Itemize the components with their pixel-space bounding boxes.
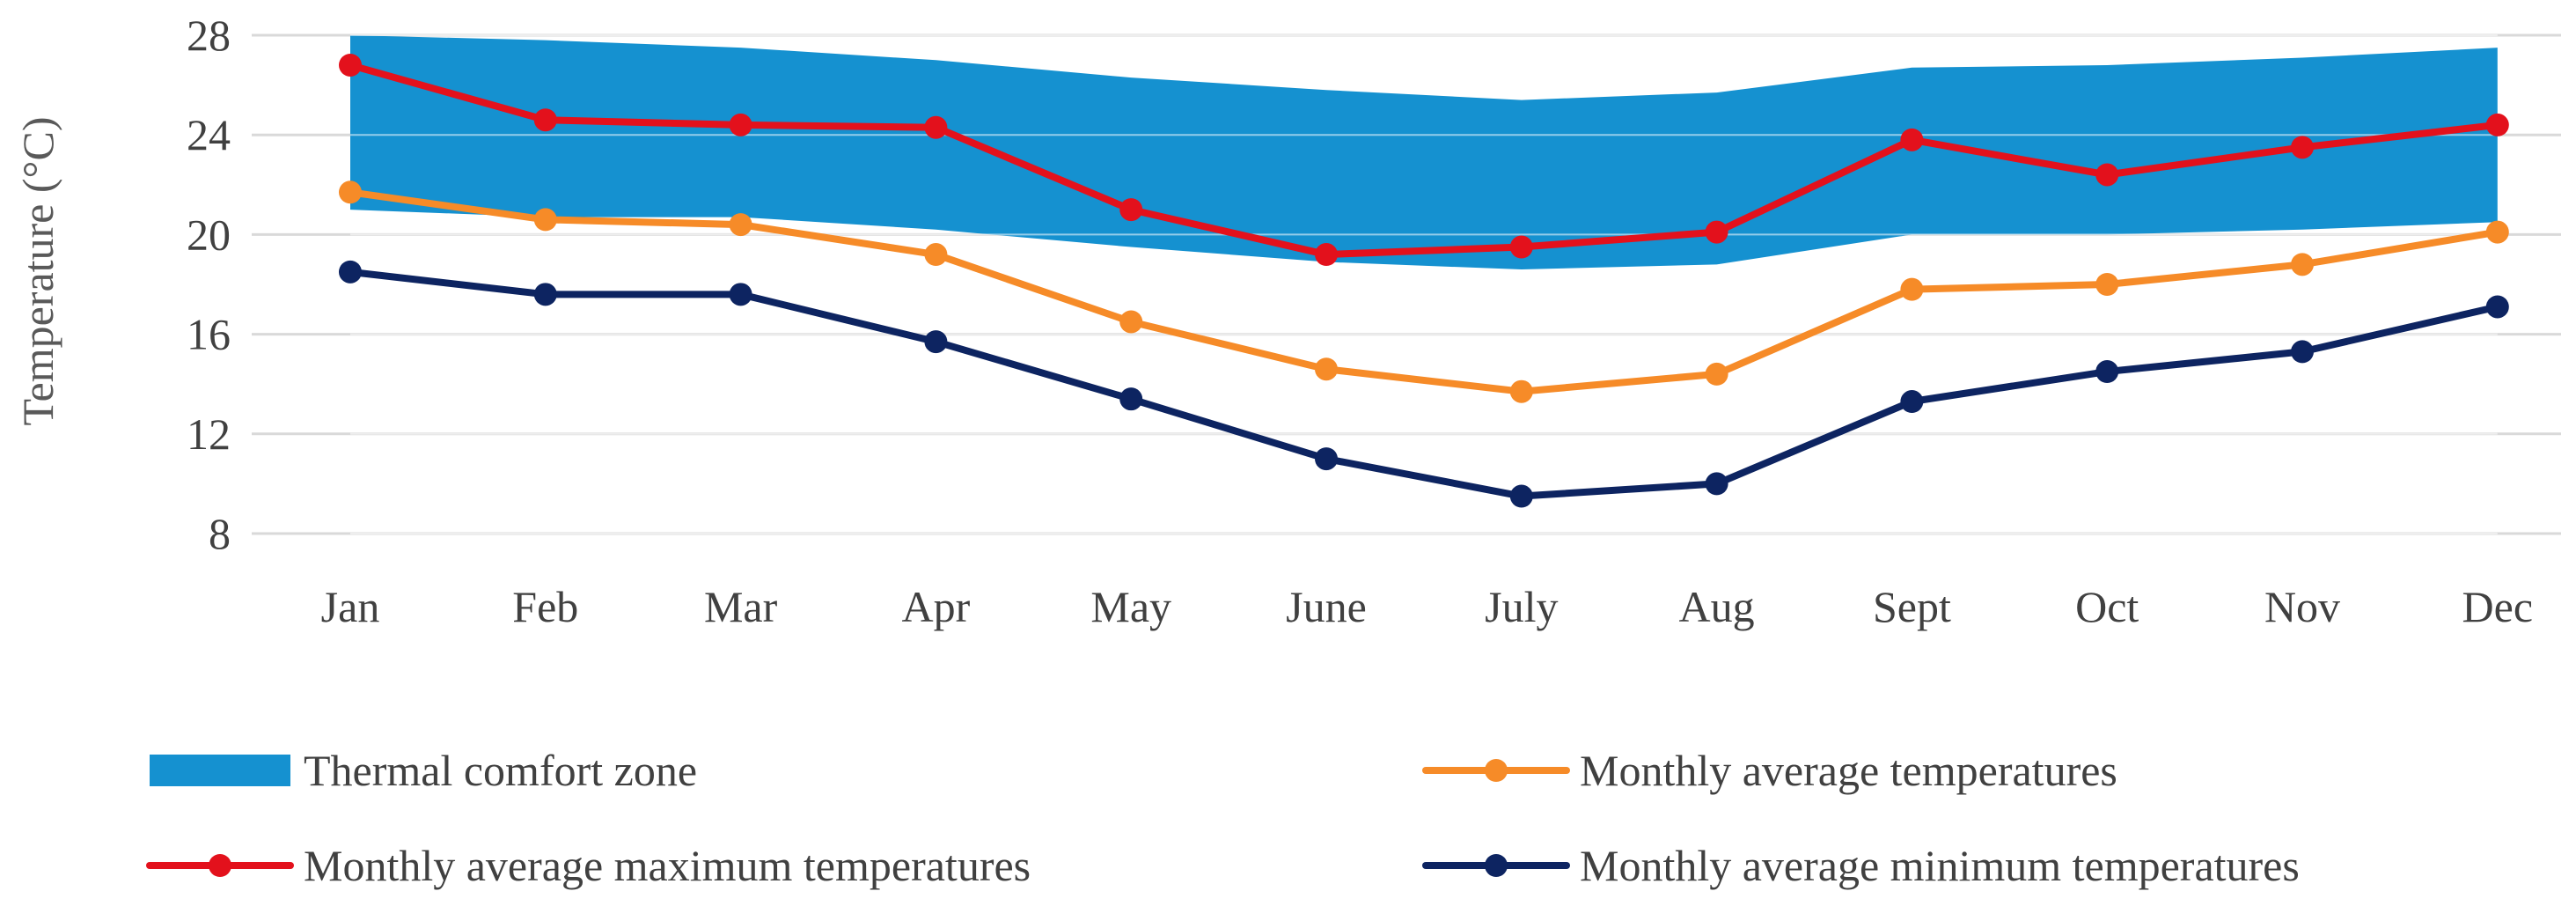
max-temp-point: [1509, 235, 1533, 259]
x-tick-label: Nov: [2264, 582, 2340, 631]
min-temp-point: [1315, 447, 1338, 471]
legend-label: Monthly average maximum temperatures: [304, 841, 1031, 890]
avg-temp-point: [1705, 362, 1728, 386]
x-tick-label: May: [1090, 582, 1171, 631]
x-tick-label: Sept: [1873, 582, 1951, 631]
avg-temp-line: [347, 188, 2501, 395]
avg-temp-point: [1315, 357, 1338, 381]
legend-label: Monthly average minimum temperatures: [1580, 841, 2300, 890]
comfort-zone-band: [350, 35, 2498, 270]
max-temp-point: [729, 113, 752, 136]
max-temp-point: [2291, 136, 2314, 159]
x-tick-label: Apr: [902, 582, 971, 631]
x-tick-label: Dec: [2462, 582, 2534, 631]
avg-temp-point: [924, 243, 948, 267]
max-temp-line: [347, 61, 2501, 259]
max-temp-point: [533, 108, 557, 132]
y-axis-ticks: 8 12 16 20 24 28: [187, 11, 231, 558]
x-tick-label: July: [1485, 582, 1558, 631]
x-tick-label: Aug: [1679, 582, 1755, 631]
x-tick-label: Jan: [321, 582, 380, 631]
avg-temp-point: [2485, 220, 2509, 244]
legend: Thermal comfort zone Monthly average temp…: [146, 746, 2300, 890]
avg-temp-point: [729, 213, 752, 237]
y-tick-label: 24: [187, 110, 231, 159]
avg-temp-point: [2095, 273, 2119, 296]
min-temp-point: [533, 283, 557, 306]
min-temp-point: [1900, 390, 1924, 414]
min-temp-point: [924, 330, 948, 354]
y-tick-label: 28: [187, 11, 231, 60]
max-temp-point: [924, 115, 948, 139]
avg-temp-point: [1900, 277, 1924, 301]
min-temp-point: [1119, 387, 1143, 411]
avg-temp-point: [2291, 253, 2314, 276]
x-tick-label: Oct: [2075, 582, 2139, 631]
legend-swatch-band: [150, 755, 290, 786]
y-tick-label: 8: [209, 509, 231, 558]
min-temp-point: [1509, 484, 1533, 508]
x-tick-label: June: [1286, 582, 1367, 631]
max-temp-point: [339, 53, 362, 77]
min-temp-line: [347, 268, 2501, 500]
min-temp-point: [339, 260, 362, 284]
min-temp-point: [2095, 360, 2119, 384]
x-axis-ticks: Jan Feb Mar Apr May June July Aug Sept Oct Nov Dec: [321, 582, 2533, 631]
max-temp-point: [1119, 198, 1143, 222]
y-tick-label: 20: [187, 210, 231, 259]
x-tick-label: Feb: [512, 582, 578, 631]
avg-temp-point: [1509, 379, 1533, 403]
legend-swatch-marker: [209, 854, 231, 877]
max-temp-point: [2485, 113, 2509, 136]
comfort-band-layer: [350, 34, 2498, 534]
x-tick-label: Mar: [704, 582, 778, 631]
min-temp-point: [729, 283, 752, 306]
y-tick-label: 16: [187, 310, 231, 359]
legend-label: Monthly average temperatures: [1580, 746, 2117, 795]
y-axis-title: Temperature (°C): [13, 116, 62, 425]
min-temp-point: [1705, 472, 1728, 496]
max-temp-point: [1705, 220, 1728, 244]
min-temp-point: [2485, 295, 2509, 319]
avg-temp-point: [533, 208, 557, 232]
legend-swatch-marker: [1485, 759, 1508, 782]
series-lines-layer: [339, 53, 2509, 508]
max-temp-point: [2095, 163, 2119, 187]
max-temp-point: [1315, 243, 1338, 267]
max-temp-point: [1900, 128, 1924, 151]
y-tick-label: 12: [187, 409, 231, 459]
min-temp-point: [2291, 340, 2314, 364]
avg-temp-point: [1119, 310, 1143, 334]
legend-swatch-marker: [1485, 854, 1508, 877]
avg-temp-point: [339, 180, 362, 204]
legend-label: Thermal comfort zone: [304, 746, 697, 795]
